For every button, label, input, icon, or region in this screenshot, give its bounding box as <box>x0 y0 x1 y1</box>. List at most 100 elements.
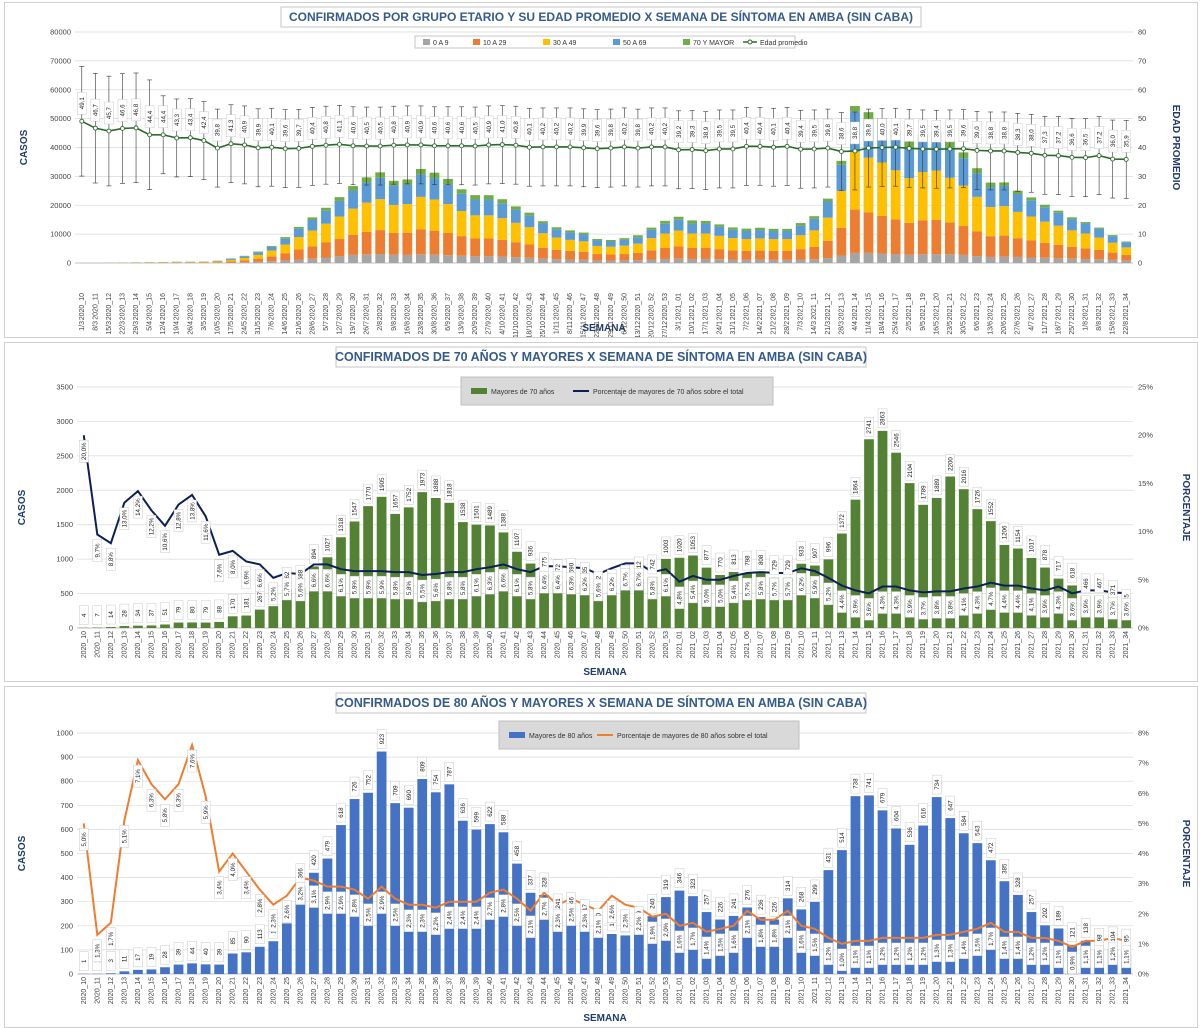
bar-value-label: 712 <box>636 561 643 572</box>
percentage-label: 1,8% <box>758 928 765 943</box>
avg-age-label-box <box>199 111 209 134</box>
avg-age-label-box <box>321 115 331 139</box>
legend-label: 70 Y MAYOR <box>693 40 734 47</box>
avg-age-label-box <box>904 119 914 142</box>
bar-segment-50-a-69 <box>660 223 670 234</box>
x-tick-label: 2020_18 <box>189 631 196 658</box>
percentage-label-box <box>255 569 265 592</box>
bar-value-label-box <box>444 480 455 501</box>
bar-value-label: 420 <box>311 855 318 866</box>
x-tick-label: 2020_19 <box>203 631 210 658</box>
y2-tick-label: 20 <box>1138 201 1146 210</box>
avg-age-marker <box>771 144 777 150</box>
bar-value-label: 90 <box>243 936 250 943</box>
percentage-label-box <box>525 576 536 600</box>
x-date-label: 3/5 <box>201 321 208 331</box>
percentage-label: 6,3% <box>487 576 494 591</box>
x-tick-label: 2020_35 <box>419 631 426 658</box>
bar <box>349 799 360 974</box>
avg-age-label-box <box>334 115 345 138</box>
bar-value-label: 809 <box>419 761 426 772</box>
percentage-label: 5,2% <box>826 586 833 601</box>
avg-age-marker <box>269 144 275 150</box>
avg-age-marker <box>147 132 153 138</box>
bar-value-label: 2546 <box>893 433 900 447</box>
bar-segment-70-y-mayor <box>619 238 630 240</box>
y-tick-label: 500 <box>60 849 73 858</box>
avg-age-marker <box>187 135 193 141</box>
bar-segment-30-a-49 <box>524 227 535 245</box>
bar-segment-0-a-9 <box>510 257 521 263</box>
x-tick-label: 2020_14 <box>135 977 142 1004</box>
bar-value-label: 514 <box>839 832 846 843</box>
avg-age-marker <box>988 148 994 154</box>
legend-label: Porcentaje de mayores de 80 años sobre e… <box>617 733 768 740</box>
legend-line-marker <box>747 39 753 45</box>
x-date-label: 3/1 <box>676 321 683 331</box>
percentage-label: 12,8% <box>176 511 183 529</box>
x-tick-label: 2021_03 <box>704 977 711 1004</box>
x-date-label: 27/6 <box>1015 321 1022 335</box>
bar-segment-30-a-49 <box>890 170 901 220</box>
avg-age-marker <box>486 142 492 148</box>
bar-segment-30-a-49 <box>212 261 223 263</box>
avg-age-label-box <box>863 118 874 142</box>
y-tick-label: 1000 <box>56 729 73 738</box>
bar-segment-50-a-69 <box>809 218 820 231</box>
bar-value-label: 17 <box>135 953 142 960</box>
percentage-label: 1,3% <box>934 943 941 958</box>
percentage-label: 5,9% <box>812 580 819 595</box>
avg-age-label: 39,6 <box>961 124 968 137</box>
bar-value-label: 1154 <box>1015 529 1022 543</box>
avg-age-marker <box>1110 156 1116 162</box>
percentage-label: 6,3% <box>176 793 183 808</box>
percentage-label-box <box>1067 598 1077 621</box>
x-date-label: 7/3 <box>798 321 805 331</box>
x-date-label: 21/3 <box>825 321 832 335</box>
bar-segment-10-a-29 <box>795 249 806 260</box>
x-date-label: 4/7 <box>1028 321 1035 331</box>
avg-age-label: 40,9 <box>405 120 412 133</box>
x-tick-label: 2020_38 <box>460 977 467 1004</box>
percentage-label-box <box>1067 951 1077 975</box>
bar-segment-0-a-9 <box>253 261 263 263</box>
percentage-label-box <box>363 575 373 599</box>
y-tick-label: 70000 <box>50 56 71 65</box>
bar-value-label: 385 <box>1002 863 1009 874</box>
bar-value-label-box <box>390 780 400 801</box>
percentage-label-box <box>891 942 901 966</box>
x-tick-label: 2020_10 <box>81 977 88 1004</box>
avg-age-label-box <box>470 116 480 140</box>
avg-age-marker <box>703 148 709 154</box>
bar-value-label-box <box>796 887 807 907</box>
bar-value-label-box <box>1067 922 1077 943</box>
avg-age-marker <box>282 146 288 152</box>
legend-box <box>414 35 796 49</box>
x-tick-label: 2020_23 <box>257 631 264 658</box>
bar-value-label: 1770 <box>365 486 372 500</box>
bar-value-label: 337 <box>528 875 535 886</box>
bar-value-label: 726 <box>352 781 359 792</box>
avg-age-label: 36,0 <box>1110 134 1117 147</box>
x-tick-label: 2020_20 <box>214 293 221 320</box>
bar <box>837 850 847 974</box>
x-tick-label: 2020_13 <box>121 631 128 658</box>
bar <box>146 969 157 974</box>
percentage-label: 1,4% <box>1002 940 1009 955</box>
bar-segment-70-y-mayor <box>1094 227 1104 229</box>
bar-value-label-box <box>214 599 224 620</box>
x-tick-label: 2021_18 <box>907 977 914 1004</box>
x-tick-label: 2021_34 <box>1123 631 1130 658</box>
avg-age-label-box <box>226 114 236 137</box>
bar-value-label-box <box>1053 556 1064 576</box>
bar-value-label: 1020 <box>677 538 684 552</box>
x-tick-label: 2020_14 <box>135 631 142 658</box>
bar-segment-70-y-mayor <box>755 227 765 231</box>
bar-segment-30-a-49 <box>578 241 589 252</box>
bar-value-label: 1552 <box>988 501 995 515</box>
x-tick-label: 2020_22 <box>243 631 250 658</box>
percentage-label-box <box>1026 593 1037 616</box>
bar-segment-10-a-29 <box>1026 240 1037 258</box>
bar-segment-0-a-9 <box>497 256 508 263</box>
bar-segment-10-a-29 <box>551 249 562 260</box>
